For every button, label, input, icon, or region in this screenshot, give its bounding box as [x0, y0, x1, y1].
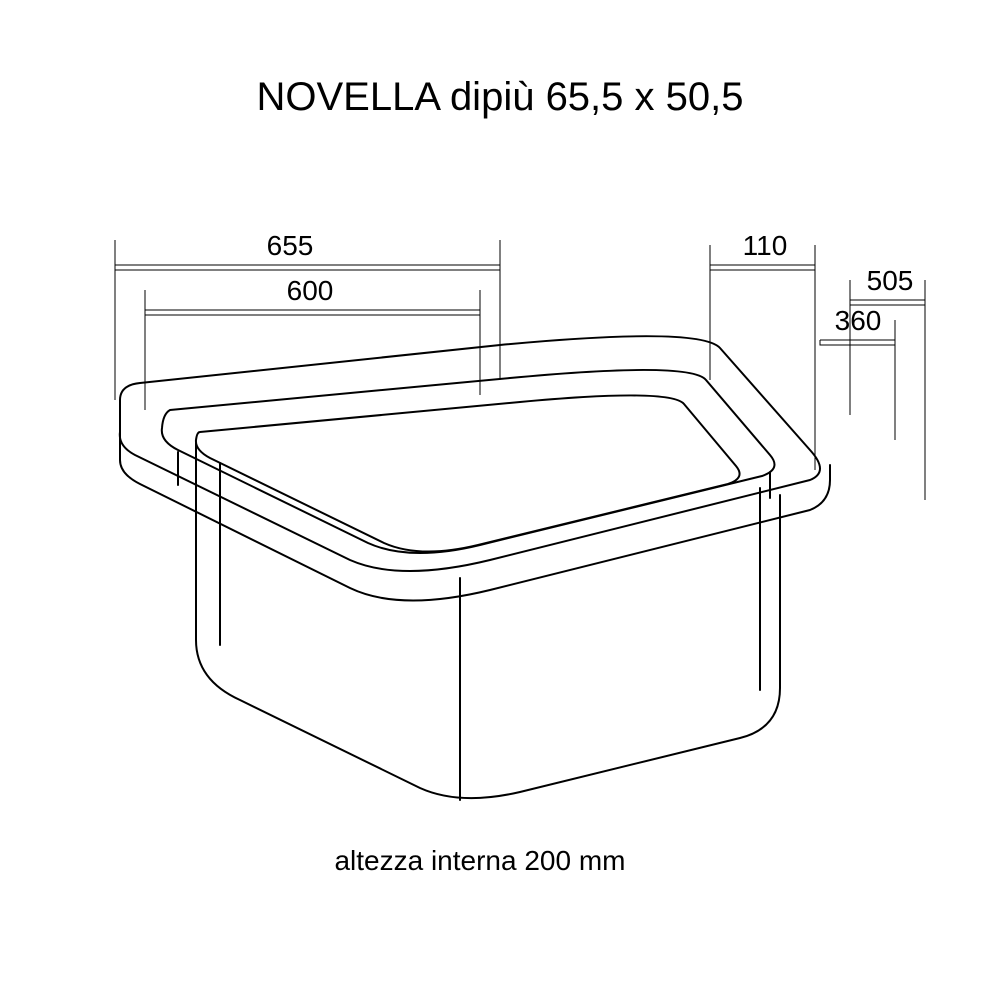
- basin-outline: [120, 336, 830, 800]
- extension-lines: [115, 240, 925, 500]
- dimension-label-inner_width: 600: [287, 275, 334, 306]
- dimension-line: [710, 265, 815, 270]
- dimension-label-inner_depth: 360: [835, 305, 882, 336]
- basin-edge: [120, 336, 820, 571]
- basin-edge: [196, 443, 780, 798]
- basin-edge: [162, 370, 775, 553]
- dimension-label-outer_width: 655: [267, 230, 314, 261]
- basin-edge: [196, 395, 740, 551]
- dimension-label-outer_depth: 505: [867, 265, 914, 296]
- technical-drawing: NOVELLA dipiù 65,5 x 50,5 655 600 110 505 36…: [0, 0, 1000, 1000]
- dimension-label-ledge_depth: 110: [743, 230, 788, 261]
- dimension-lines: [115, 265, 925, 345]
- internal-height-note: altezza interna 200 mm: [334, 845, 625, 876]
- basin-edge: [120, 432, 830, 601]
- dimension-labels: 655 600 110 505 360: [267, 230, 914, 336]
- drawing-title: NOVELLA dipiù 65,5 x 50,5: [257, 75, 744, 119]
- dimension-line: [820, 340, 895, 345]
- dimension-line: [145, 310, 480, 315]
- dimension-line: [115, 265, 500, 270]
